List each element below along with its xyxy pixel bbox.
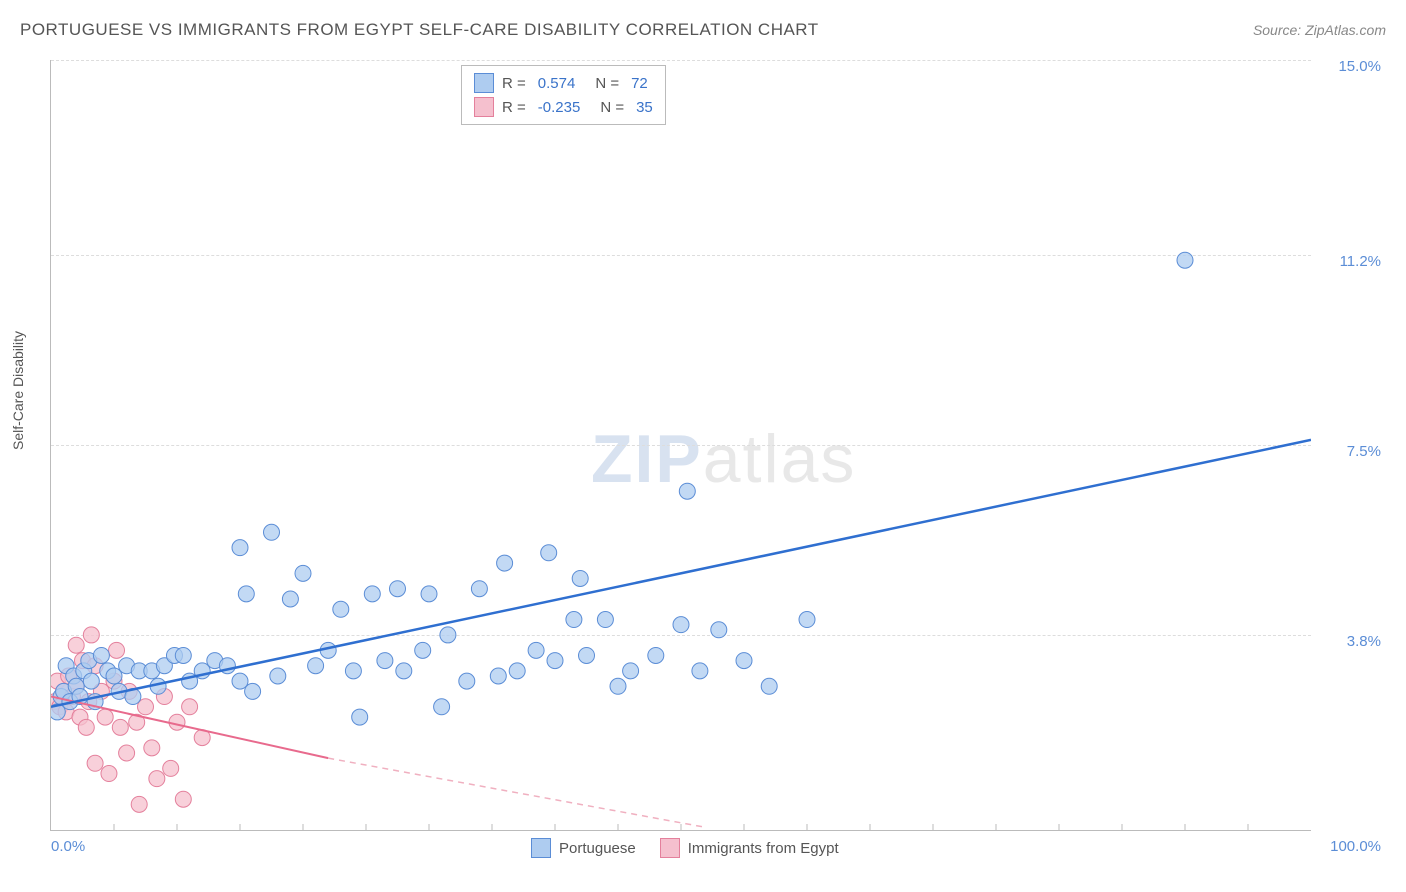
legend-series: Portuguese Immigrants from Egypt [531,838,839,858]
y-axis-label: Self-Care Disability [10,331,26,450]
swatch-pink-icon [474,97,494,117]
y-tick-label: 15.0% [1321,58,1381,75]
legend-r-val: -0.235 [538,99,581,116]
watermark-atlas: atlas [703,421,857,497]
legend-r-val: 0.574 [538,75,576,92]
grid-line [51,635,1311,636]
plot: ZIPatlas 3.8%7.5%11.2%15.0% R = 0.574 N … [50,60,1311,831]
swatch-pink-icon [660,838,680,858]
legend-item-portuguese: Portuguese [531,838,636,858]
watermark-zip: ZIP [591,421,703,497]
swatch-blue-icon [474,73,494,93]
x-tick-min: 0.0% [51,838,85,855]
legend-item-egypt: Immigrants from Egypt [660,838,839,858]
legend-row-blue: R = 0.574 N = 72 [474,71,653,95]
grid-line [51,60,1311,61]
y-tick-label: 11.2% [1321,253,1381,270]
legend-n-label: N = [595,75,619,92]
legend-n-val: 35 [636,99,653,116]
legend-r-label: R = [502,99,526,116]
watermark: ZIPatlas [591,420,856,498]
grid-line [51,255,1311,256]
legend-r-label: R = [502,75,526,92]
legend-row-pink: R = -0.235 N = 35 [474,95,653,119]
page-title: PORTUGUESE VS IMMIGRANTS FROM EGYPT SELF… [20,20,819,40]
x-tick-max: 100.0% [1321,838,1381,855]
legend-n-val: 72 [631,75,648,92]
legend-label: Portuguese [559,840,636,857]
chart-area: ZIPatlas 3.8%7.5%11.2%15.0% R = 0.574 N … [50,60,1310,830]
y-tick-label: 3.8% [1321,633,1381,650]
source-label: Source: ZipAtlas.com [1253,22,1386,38]
grid-line [51,445,1311,446]
legend-n-label: N = [600,99,624,116]
legend-correlation: R = 0.574 N = 72 R = -0.235 N = 35 [461,65,666,125]
y-tick-label: 7.5% [1321,443,1381,460]
legend-label: Immigrants from Egypt [688,840,839,857]
swatch-blue-icon [531,838,551,858]
